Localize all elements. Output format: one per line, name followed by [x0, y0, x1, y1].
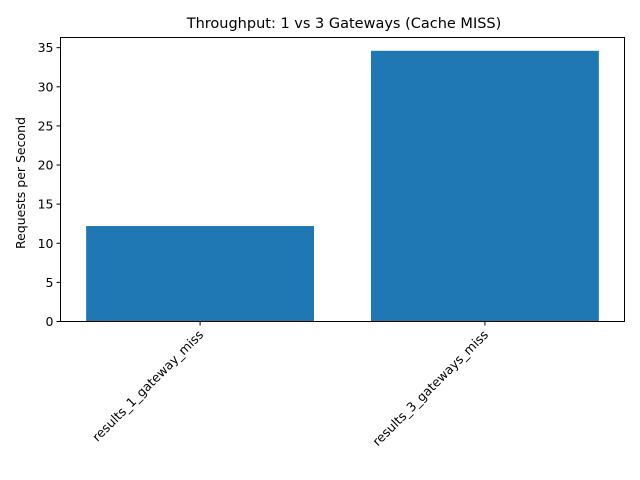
bar-results_1_gateway_miss: [86, 226, 315, 322]
plot-frame: [60, 37, 625, 322]
y-ticks-layer: 0 5 10 15 20 25 30 35: [38, 40, 61, 329]
x-tick-label: results_3_gateways_miss: [369, 327, 491, 449]
y-tick-label: 5: [46, 275, 54, 290]
y-axis-label: Requests per Second: [13, 117, 28, 249]
y-tick-label: 0: [46, 314, 54, 329]
x-tick-label: results_1_gateway_miss: [89, 327, 206, 444]
y-tick-label: 30: [38, 79, 54, 94]
y-tick-label: 35: [38, 40, 54, 55]
y-tick-label: 15: [38, 197, 54, 212]
y-tick-label: 10: [38, 236, 54, 251]
bar-results_3_gateways_miss: [370, 50, 599, 322]
bars-layer: [86, 50, 599, 322]
y-tick-label: 20: [38, 158, 54, 173]
x-ticks-layer: results_1_gateway_miss results_3_gateways…: [89, 321, 491, 449]
y-tick-label: 25: [38, 118, 54, 133]
chart-title: Throughput: 1 vs 3 Gateways (Cache MISS): [186, 16, 502, 32]
